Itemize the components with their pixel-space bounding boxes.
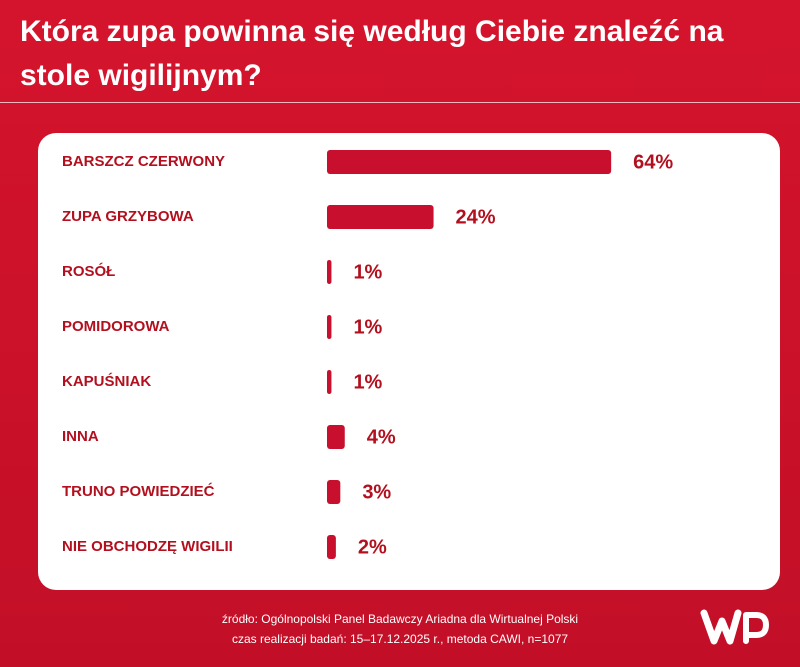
source-line: źródło: Ogólnopolski Panel Badawczy Aria…	[221, 612, 579, 626]
value-label: 64%	[633, 151, 673, 173]
category-label: KAPUŚNIAK	[62, 372, 151, 390]
category-label: NIE OBCHODZĘ WIGILII	[62, 538, 233, 555]
bar	[327, 425, 345, 449]
bar	[327, 205, 434, 229]
bar	[327, 535, 336, 559]
value-label: 2%	[358, 536, 387, 558]
category-label: INNA	[62, 428, 99, 445]
divider	[0, 102, 800, 103]
category-label: ZUPA GRZYBOWA	[62, 208, 194, 225]
category-label: ROSÓŁ	[62, 262, 115, 280]
value-label: 24%	[456, 206, 496, 228]
logo	[700, 609, 769, 645]
value-label: 4%	[367, 426, 396, 448]
category-label: BARSZCZ CZERWONY	[62, 153, 225, 170]
bar	[327, 315, 332, 339]
bar	[327, 480, 341, 504]
category-label: TRUNO POWIEDZIEĆ	[62, 482, 215, 500]
value-label: 1%	[353, 261, 382, 283]
value-label: 1%	[353, 371, 382, 393]
value-label: 3%	[362, 481, 391, 503]
bar	[327, 370, 332, 394]
bar	[327, 260, 332, 284]
value-label: 1%	[353, 316, 382, 338]
source-line: czas realizacji badań: 15–17.12.2025 r.,…	[231, 632, 569, 646]
bar	[327, 150, 612, 174]
chart-title: Która zupa powinna się według Ciebie zna…	[20, 15, 724, 92]
category-label: POMIDOROWA	[62, 318, 170, 335]
